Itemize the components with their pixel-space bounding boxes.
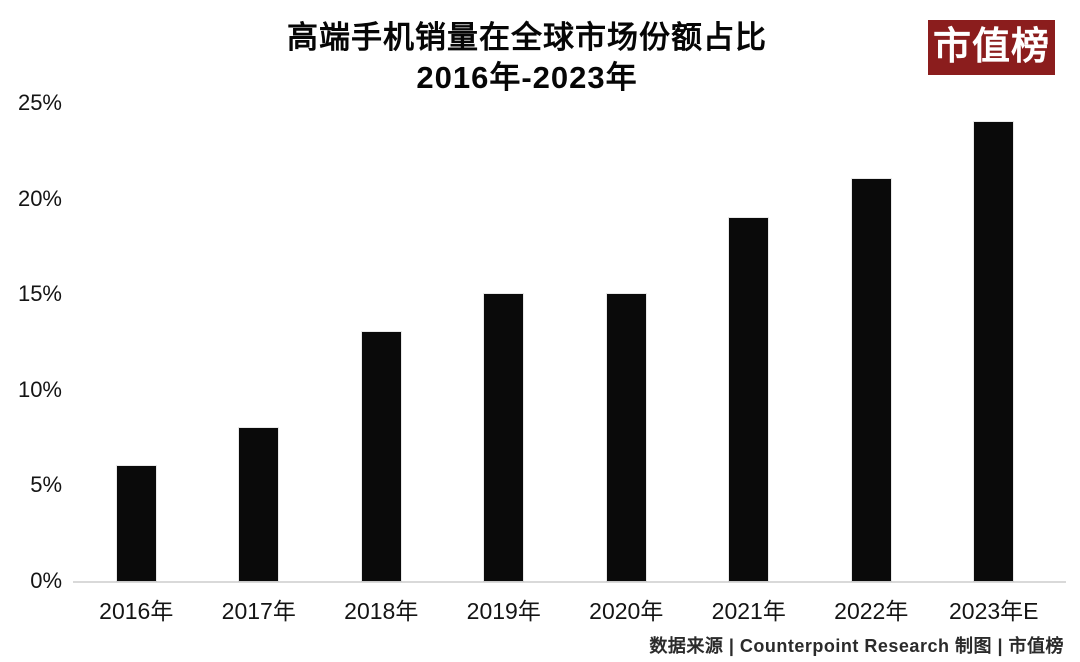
x-axis-tick-label: 2017年 xyxy=(221,598,296,624)
source-note: 数据来源 | Counterpoint Research 制图 | 市值榜 xyxy=(649,636,1064,656)
bar-2018年 xyxy=(360,331,402,582)
y-axis-tick-label: 25% xyxy=(17,90,62,115)
x-axis-tick-label: 2018年 xyxy=(344,598,419,624)
bar-2019年 xyxy=(483,293,525,582)
bar-2022年 xyxy=(850,178,892,582)
x-axis-tick-label: 2020年 xyxy=(589,598,664,624)
bar-2016年 xyxy=(115,465,157,582)
y-axis-tick-label: 20% xyxy=(17,185,62,211)
bar-2017年 xyxy=(238,427,280,582)
y-axis-tick-label: 10% xyxy=(17,376,62,402)
chart-title-line2: 2016年-2023年 xyxy=(416,59,638,95)
x-axis-line xyxy=(73,581,1066,583)
y-axis-tick-label: 0% xyxy=(30,568,62,593)
x-axis-tick-label: 2019年 xyxy=(466,598,541,624)
bar-2021年 xyxy=(728,216,770,582)
x-axis-tick-label: 2016年 xyxy=(99,598,174,624)
chart-title-line1: 高端手机销量在全球市场份额占比 xyxy=(287,20,767,55)
y-axis-tick-label: 5% xyxy=(30,472,62,498)
x-axis-tick-label: 2023年E xyxy=(948,598,1039,624)
x-axis-tick-label: 2022年 xyxy=(834,598,909,624)
brand-logo: 市值榜 xyxy=(928,20,1055,75)
bar-2023年E xyxy=(973,121,1015,582)
y-axis-tick-label: 15% xyxy=(17,281,62,307)
bar-2020年 xyxy=(605,293,647,582)
chart-title: 高端手机销量在全球市场份额占比 2016年-2023年 xyxy=(0,18,1054,97)
x-axis-tick-label: 2021年 xyxy=(711,598,786,624)
